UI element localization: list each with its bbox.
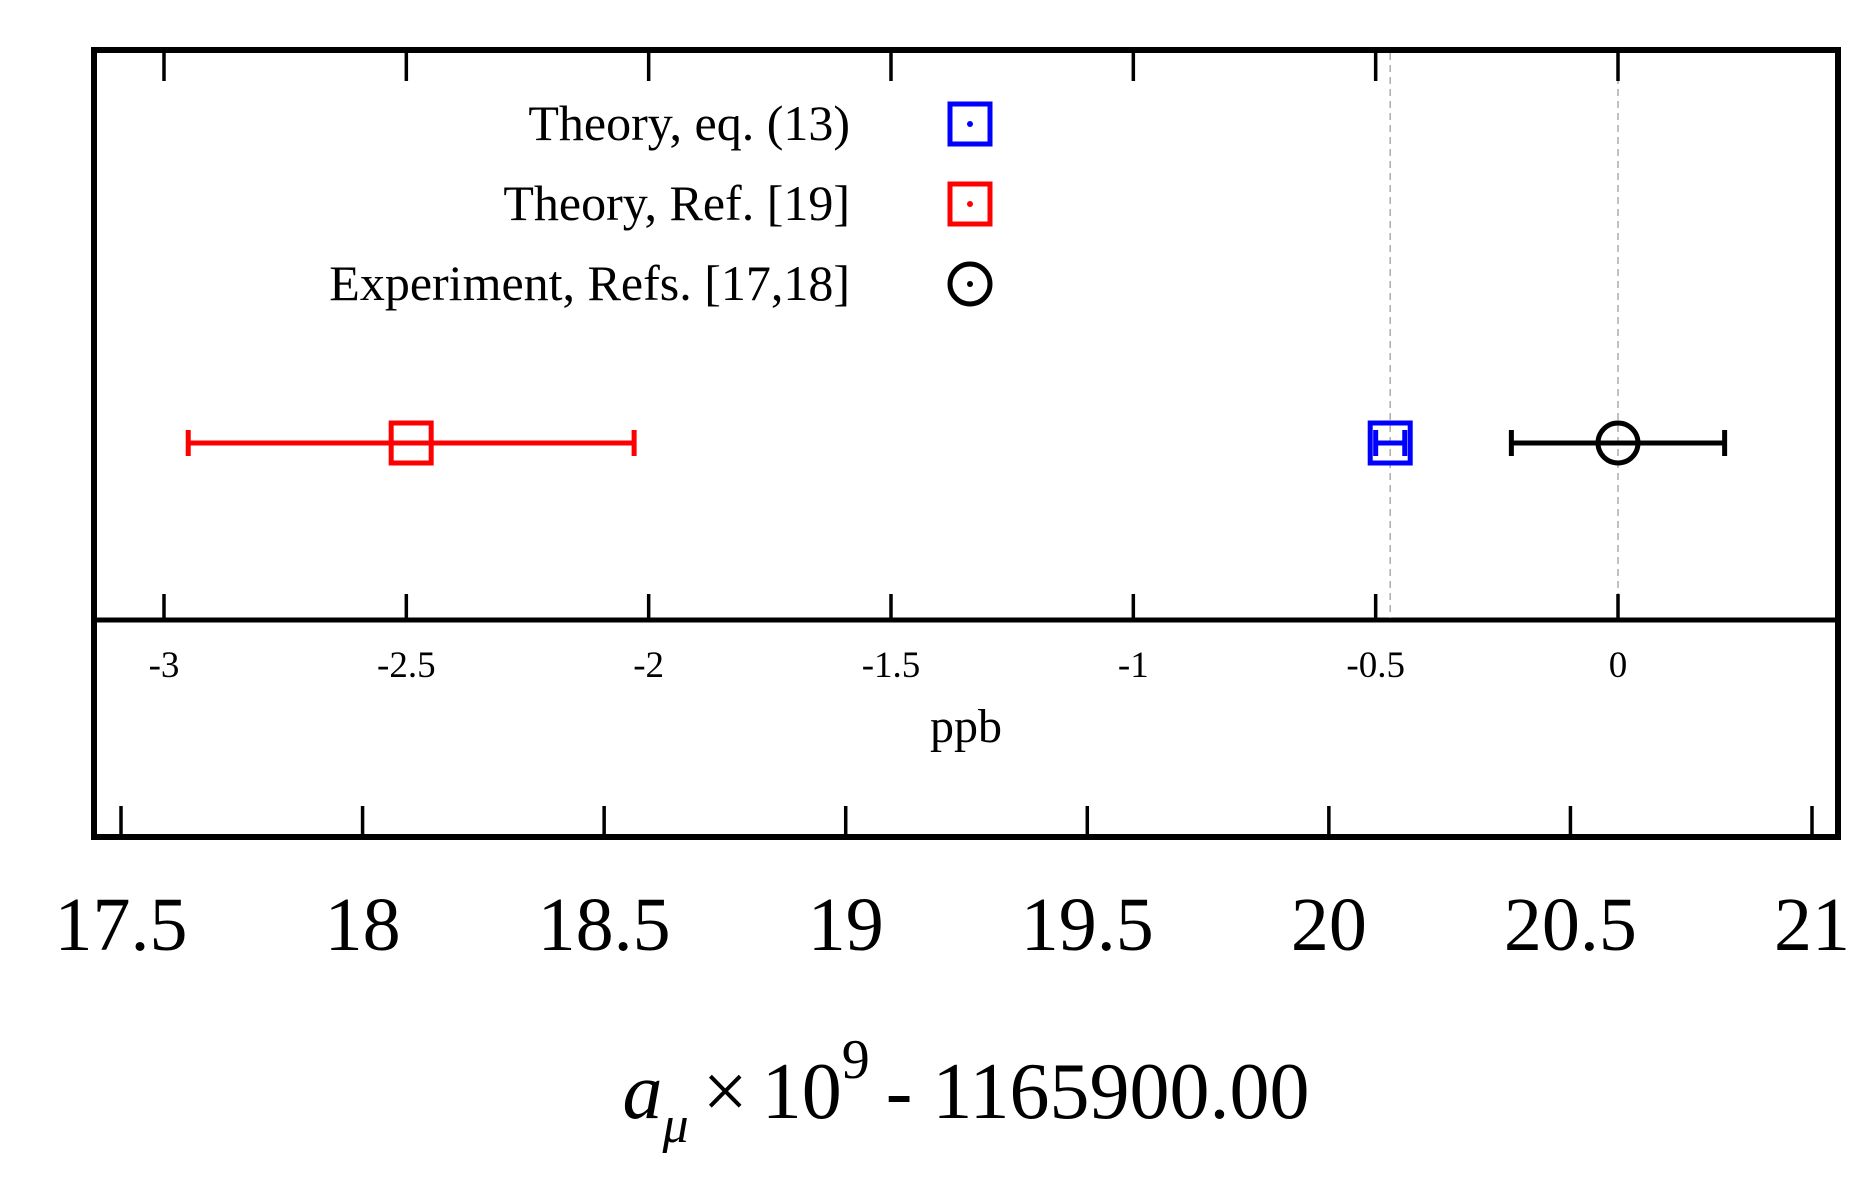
amu-label-base: 10 bbox=[762, 1048, 842, 1136]
ppb-tick-label: -1 bbox=[1118, 645, 1149, 686]
legend-entry-label: Theory, Ref. [19] bbox=[503, 175, 850, 231]
ppb-tick-label: -0.5 bbox=[1346, 645, 1405, 686]
legend-marker-dot bbox=[967, 121, 973, 127]
amu-tick-label: 20 bbox=[1291, 883, 1367, 967]
amu-tick-label: 20.5 bbox=[1504, 883, 1637, 967]
amu-axis-label: aμ × 109 - 1165900.00 bbox=[623, 1029, 1310, 1154]
ppb-tick-label: -3 bbox=[149, 645, 180, 686]
plot-frame bbox=[91, 47, 1841, 840]
amu-tick-label: 18 bbox=[325, 883, 401, 967]
legend-entry-label: Experiment, Refs. [17,18] bbox=[329, 255, 850, 311]
ppb-tick-label: -2.5 bbox=[377, 645, 436, 686]
data-points bbox=[185, 420, 1728, 466]
amu-label-subscript: μ bbox=[662, 1097, 689, 1154]
amu-tick-label: 21 bbox=[1774, 883, 1850, 967]
point-marker-square bbox=[1367, 420, 1413, 466]
amu-tick-label: 19.5 bbox=[1021, 883, 1154, 967]
amu-label-offset: - 1165900.00 bbox=[886, 1048, 1310, 1136]
legend: Theory, eq. (13) Theory, Ref. [19] Experim… bbox=[329, 95, 993, 311]
legend-marker-square bbox=[947, 181, 993, 227]
amu-tick-label: 19 bbox=[808, 883, 884, 967]
ppb-tick-label: -1.5 bbox=[862, 645, 921, 686]
amu-tick-label: 17.5 bbox=[55, 883, 188, 967]
data-point bbox=[1367, 420, 1413, 466]
ppb-axis-label: ppb bbox=[930, 700, 1002, 753]
data-point bbox=[185, 420, 637, 466]
data-point bbox=[1508, 420, 1728, 466]
amu-label-exponent: 9 bbox=[842, 1029, 870, 1091]
reference-lines bbox=[1389, 53, 1619, 618]
legend-marker-dot bbox=[967, 281, 973, 287]
point-marker-circle bbox=[1595, 420, 1641, 466]
amu-tick-label: 18.5 bbox=[538, 883, 671, 967]
amu-label-times: × bbox=[703, 1048, 748, 1136]
amu-ticks: 17.5 18 18.5 19 19.5 20 20.5 21 bbox=[55, 806, 1850, 967]
ppb-ticks: -3 -2.5 -2 -1.5 -1 -0.5 0 bbox=[149, 53, 1628, 686]
legend-marker-circle bbox=[947, 261, 993, 307]
amu-label-main: a bbox=[623, 1048, 663, 1136]
ppb-tick-label: 0 bbox=[1609, 645, 1628, 686]
legend-marker-dot bbox=[967, 201, 973, 207]
legend-marker-square bbox=[947, 101, 993, 147]
ppb-tick-label: -2 bbox=[633, 645, 664, 686]
point-marker-square bbox=[388, 420, 434, 466]
legend-entry-label: Theory, eq. (13) bbox=[528, 95, 850, 151]
